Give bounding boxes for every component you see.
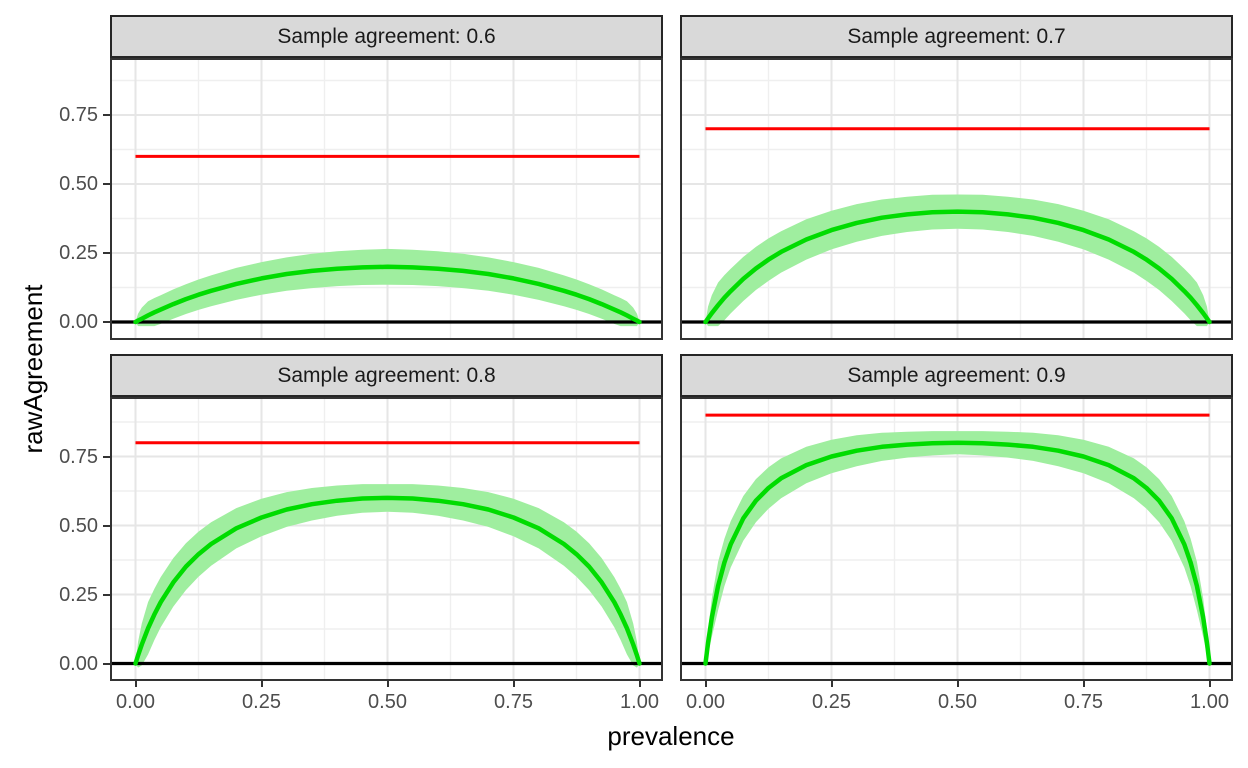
x-tick-label: 1.00 — [1190, 691, 1229, 713]
y-tick-mark — [103, 183, 110, 185]
y-tick-mark — [103, 321, 110, 323]
panel-canvas-0.9 — [680, 397, 1233, 681]
facet-panel-0.9 — [680, 397, 1233, 681]
panel-border — [680, 58, 1233, 340]
facet-panel-0.7 — [680, 58, 1233, 340]
x-tick-mark — [830, 681, 833, 687]
x-tick-label: 0.75 — [1064, 691, 1103, 713]
agreement-curve — [133, 495, 642, 666]
y-tick-label: 0.50 — [59, 514, 98, 537]
x-tick-mark — [638, 681, 641, 687]
y-tick-mark — [103, 662, 110, 665]
y-tick-mark — [103, 252, 110, 254]
facet-strip-0.8: Sample agreement: 0.8 — [110, 354, 663, 397]
confidence-ribbon — [705, 194, 1210, 327]
panel-canvas-0.6 — [110, 58, 663, 340]
x-tick-label: 0.50 — [938, 691, 977, 713]
x-tick-label: 0.25 — [812, 691, 851, 713]
panel-border — [680, 397, 1233, 681]
x-tick-mark — [704, 681, 707, 687]
x-tick-mark — [1208, 681, 1211, 687]
panel-border — [110, 397, 663, 681]
confidence-ribbon — [135, 248, 640, 327]
facet-strip-label: Sample agreement: 0.8 — [277, 364, 496, 387]
facet-panel-0.8 — [110, 397, 663, 681]
y-tick-label: 0.25 — [59, 242, 98, 264]
x-tick-label: 1.00 — [620, 691, 659, 713]
facet-strip-0.7: Sample agreement: 0.7 — [680, 15, 1233, 58]
x-tick-label: 0.25 — [242, 691, 281, 713]
agreement-curve — [133, 264, 642, 325]
x-tick-label: 0.75 — [494, 691, 533, 713]
y-tick-mark — [103, 114, 110, 116]
y-tick-label: 0.25 — [59, 583, 98, 606]
confidence-ribbon — [135, 484, 640, 668]
facet-panel-0.6 — [110, 58, 663, 340]
facet-strip-0.6: Sample agreement: 0.6 — [110, 15, 663, 58]
y-tick-mark — [103, 593, 110, 596]
facet-strip-label: Sample agreement: 0.9 — [847, 364, 1066, 387]
x-tick-mark — [956, 681, 959, 687]
panel-border — [110, 58, 663, 340]
agreement-curve — [703, 209, 1212, 325]
panel-canvas-0.8 — [110, 397, 663, 681]
x-tick-mark — [260, 681, 263, 687]
y-tick-label: 0.00 — [59, 311, 98, 333]
x-tick-mark — [386, 681, 389, 687]
y-tick-mark — [103, 524, 110, 527]
x-tick-mark — [134, 681, 137, 687]
x-axis-title: prevalence — [607, 721, 735, 751]
agreement-curve — [703, 440, 1212, 666]
facet-strip-label: Sample agreement: 0.7 — [847, 25, 1066, 48]
x-tick-label: 0.50 — [368, 691, 407, 713]
x-tick-label: 0.00 — [116, 691, 155, 713]
y-tick-mark — [103, 455, 110, 458]
panel-canvas-0.7 — [680, 58, 1233, 340]
x-tick-label: 0.00 — [686, 691, 725, 713]
facet-strip-label: Sample agreement: 0.6 — [277, 25, 496, 48]
y-tick-label: 0.75 — [59, 104, 98, 126]
y-tick-label: 0.50 — [59, 173, 98, 195]
y-axis-title: rawAgreement — [18, 284, 48, 454]
y-tick-label: 0.00 — [59, 652, 98, 675]
y-tick-label: 0.75 — [59, 445, 98, 468]
x-tick-mark — [512, 681, 515, 687]
x-tick-mark — [1082, 681, 1085, 687]
facet-strip-0.9: Sample agreement: 0.9 — [680, 354, 1233, 397]
